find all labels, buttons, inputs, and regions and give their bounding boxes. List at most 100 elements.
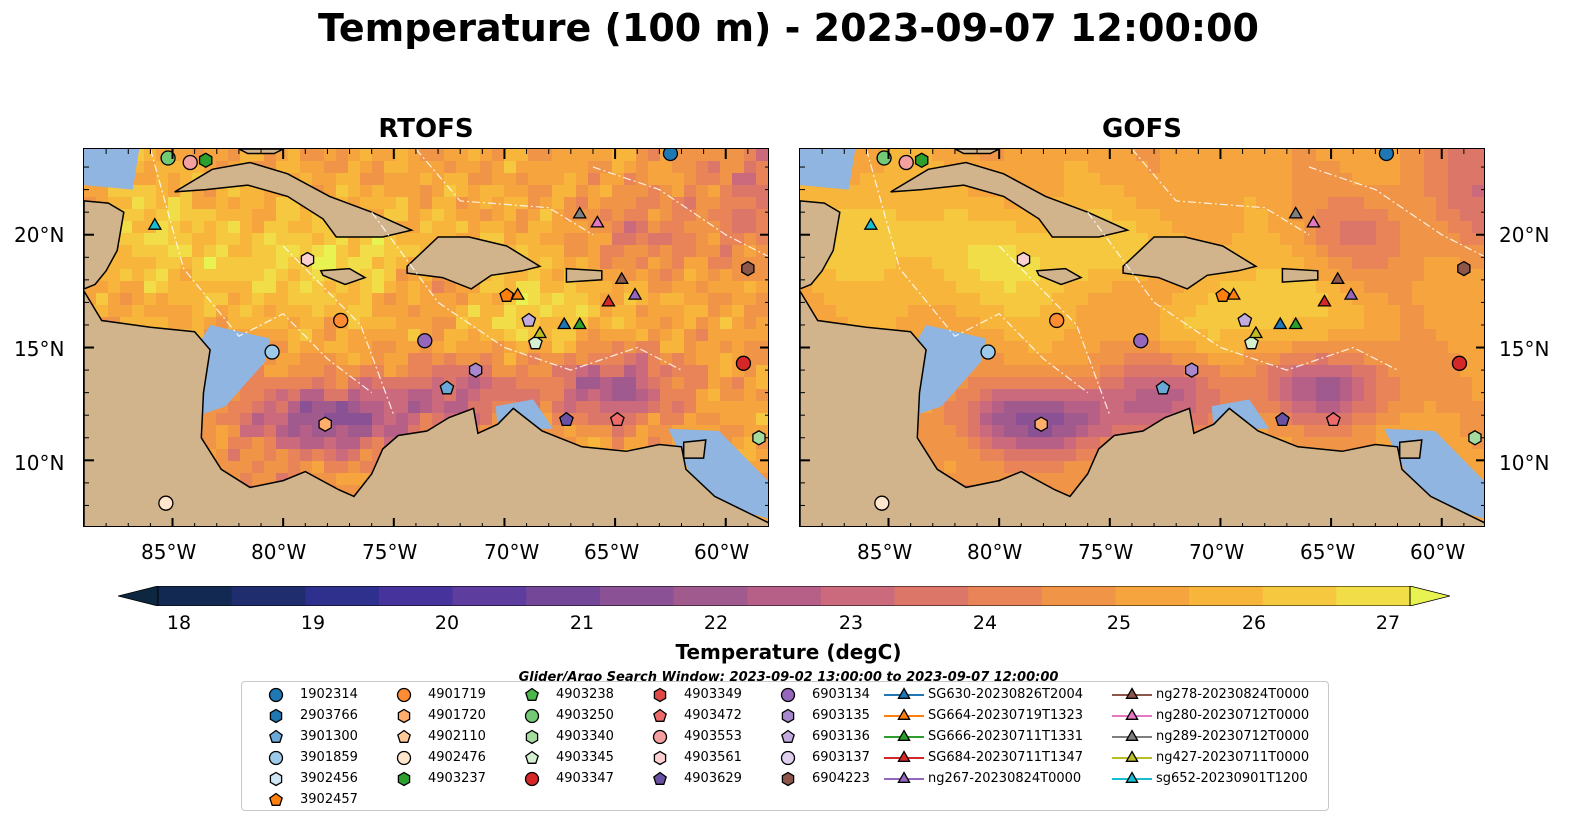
platform-marker: [528, 335, 543, 350]
hexagon-marker-icon: [269, 771, 283, 787]
colorbar-segment: [1115, 586, 1190, 606]
platform-marker: [1237, 312, 1253, 327]
land-mass: [1398, 439, 1423, 459]
legend-label: 4903347: [556, 771, 614, 786]
platform-marker: [510, 287, 525, 300]
platform-marker: [158, 495, 174, 511]
platform-marker: [264, 344, 280, 360]
platform-marker: [147, 217, 163, 230]
shelf-area: [800, 149, 856, 190]
legend-label: 4903250: [556, 708, 614, 723]
gofs-map-canvas: [800, 149, 1484, 526]
circle-marker-icon: [396, 750, 412, 766]
temperature-colorbar: [118, 586, 1450, 606]
triangle-marker-icon: [884, 708, 924, 720]
land-mass: [406, 236, 542, 290]
colorbar-segment: [673, 586, 748, 606]
eez-boundary: [149, 149, 373, 394]
platform-marker: [1343, 287, 1359, 300]
platform-marker: [1016, 251, 1031, 268]
land-mass: [174, 161, 414, 238]
pentagon-marker-icon: [269, 792, 283, 806]
land-mass: [800, 200, 841, 290]
circle-marker-icon: [780, 687, 796, 703]
legend-label: 2903766: [300, 708, 358, 723]
triangle-marker-icon: [1112, 771, 1152, 783]
pentagon-marker-icon: [653, 708, 667, 722]
colorbar-tick-label: 20: [434, 612, 460, 634]
eez-boundary: [592, 166, 768, 257]
triangle-marker-icon: [1112, 708, 1152, 720]
lat-tick-label: 10°N: [14, 451, 65, 475]
shelf-area: [196, 325, 270, 416]
legend-label: SG684-20230711T1347: [928, 750, 1084, 765]
eez-boundary: [282, 245, 395, 416]
circle-marker-icon: [268, 750, 284, 766]
hexagon-marker-icon: [653, 687, 667, 703]
colorbar-segment: [378, 586, 454, 606]
legend-label: SG666-20230711T1331: [928, 729, 1084, 744]
platform-marker: [614, 271, 629, 284]
platform-marker: [601, 294, 616, 307]
land-mass: [682, 439, 707, 459]
hexagon-marker-icon: [781, 708, 795, 724]
colorbar-segment: [894, 586, 969, 606]
platform-marker: [1325, 411, 1341, 427]
land-mass: [84, 289, 768, 526]
circle-marker-icon: [524, 771, 540, 787]
colorbar-segment: [1262, 586, 1337, 606]
hexagon-marker-icon: [781, 771, 795, 787]
lat-tick-label: 15°N: [14, 337, 65, 361]
legend-label: 4903553: [684, 729, 742, 744]
colorbar-segment: [231, 586, 306, 606]
legend-label: ng280-20230712T0000: [1156, 708, 1310, 723]
colorbar-tick-label: 18: [166, 612, 192, 634]
colorbar-tick-label: 23: [838, 612, 864, 634]
legend-label: sg652-20230901T1200: [1156, 771, 1308, 786]
colorbar-tick-label: 21: [569, 612, 595, 634]
legend-label: 4901719: [428, 687, 486, 702]
lon-tick-label: 60°W: [1410, 540, 1466, 564]
platform-marker: [572, 206, 587, 219]
colorbar-segment: [1336, 586, 1411, 606]
platform-marker: [572, 316, 587, 330]
platform-marker: [532, 325, 548, 339]
lon-tick-label: 60°W: [694, 540, 750, 564]
rtofs-map-canvas: [84, 149, 768, 526]
lat-tick-label: 15°N: [1499, 337, 1550, 361]
colorbar-segment: [599, 586, 675, 606]
platform-marker: [499, 287, 515, 302]
platform-marker: [439, 380, 455, 395]
colorbar-segment: [1189, 586, 1264, 606]
platform-marker: [1049, 312, 1065, 329]
platform-marker: [1184, 362, 1199, 378]
platform-marker: [1317, 294, 1332, 307]
colorbar-tick-label: 24: [972, 612, 998, 634]
legend-label: 4903472: [684, 708, 742, 723]
colorbar-segment: [747, 586, 822, 606]
platform-marker: [590, 215, 605, 228]
pentagon-marker-icon: [269, 729, 283, 743]
platform-marker: [198, 152, 213, 169]
lon-tick-label: 75°W: [362, 540, 418, 564]
eez-boundary: [1087, 211, 1398, 371]
legend-label: 4901720: [428, 708, 486, 723]
eez-boundary: [865, 149, 1089, 394]
colorbar-segment: [452, 586, 527, 606]
colorbar-segment: [158, 586, 233, 606]
legend-label: 4902110: [428, 729, 486, 744]
triangle-marker-icon: [1112, 687, 1152, 699]
platform-marker: [1034, 416, 1048, 432]
circle-marker-icon: [780, 750, 796, 766]
circle-marker-icon: [396, 687, 412, 703]
platform-marker: [300, 251, 315, 268]
lon-tick-label: 65°W: [584, 540, 640, 564]
colorbar-frame: [157, 586, 1411, 606]
pentagon-marker-icon: [525, 750, 539, 764]
legend-label: 6903137: [812, 750, 870, 765]
legend-label: 3901859: [300, 750, 358, 765]
land-mass: [319, 267, 367, 286]
pentagon-marker-icon: [525, 687, 539, 701]
platform-marker: [1288, 206, 1303, 219]
platform-marker: [609, 411, 625, 427]
